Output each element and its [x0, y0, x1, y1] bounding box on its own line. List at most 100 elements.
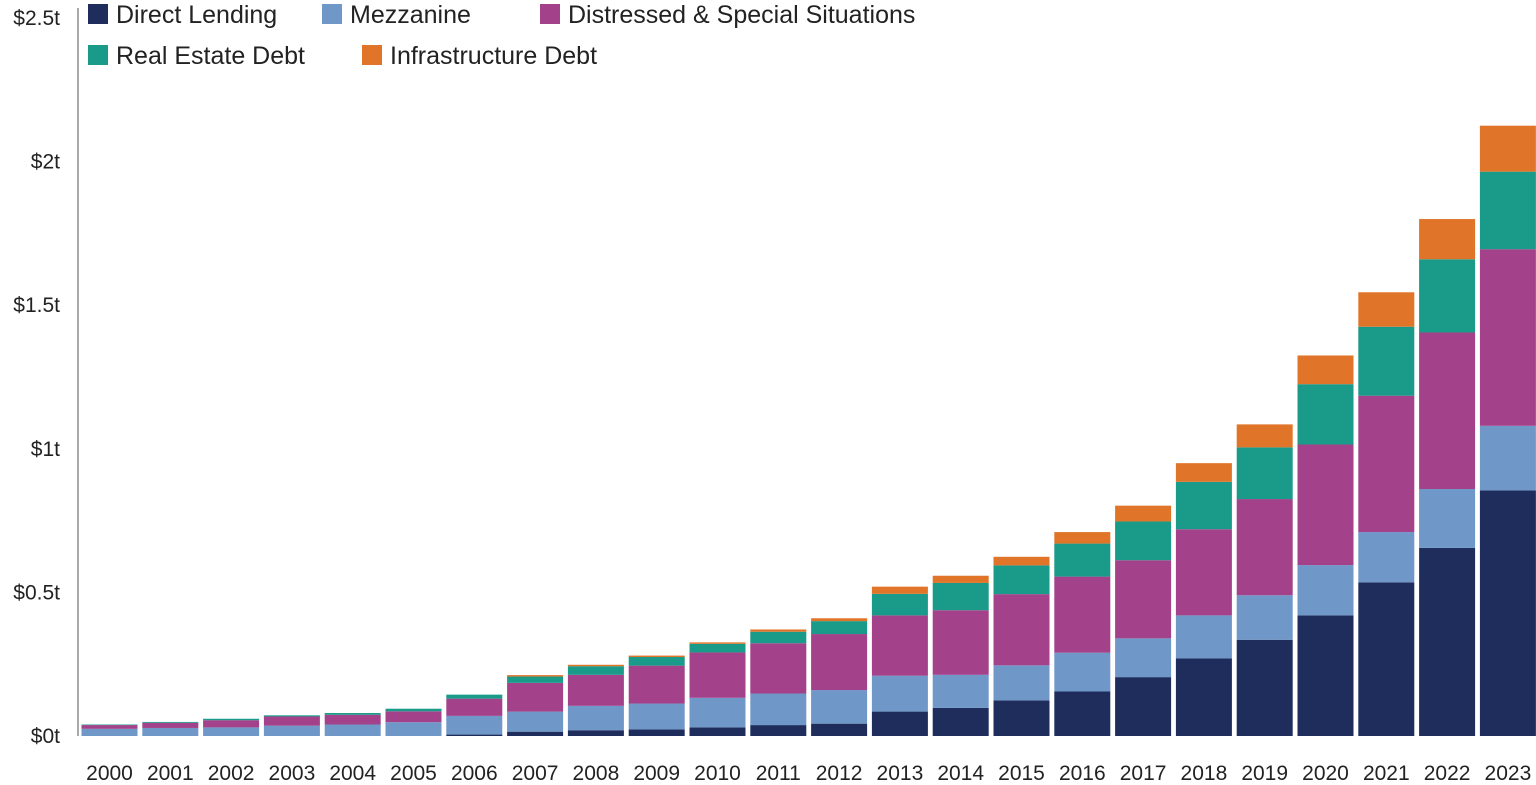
bar-segment-direct-lending-2017: [1115, 677, 1172, 736]
y-tick-label: $1t: [31, 438, 60, 461]
bar-segment-direct-lending-2020: [1297, 615, 1354, 736]
bar-segment-distressed-special-situations-2015: [993, 594, 1050, 666]
bar-segment-mezzanine-2021: [1358, 532, 1415, 583]
bar-segment-real-estate-debt-2007: [507, 676, 564, 683]
bar-segment-infrastructure-debt-2017: [1115, 505, 1172, 522]
bar-segment-real-estate-debt-2017: [1115, 521, 1172, 561]
bar-stack-2009: [628, 655, 685, 736]
bar-segment-direct-lending-2013: [871, 711, 928, 736]
bar-segment-real-estate-debt-2006: [446, 694, 503, 699]
x-tick-label: 2005: [390, 762, 437, 785]
legend-swatch: [362, 45, 382, 65]
bar-stack-2015: [993, 556, 1050, 736]
bar-stack-2008: [567, 664, 624, 736]
x-tick-label: 2012: [816, 762, 863, 785]
bar-segment-real-estate-debt-2001: [142, 721, 199, 723]
bar-segment-mezzanine-2003: [263, 725, 320, 736]
x-tick-label: 2008: [573, 762, 620, 785]
x-tick-label: 2023: [1485, 762, 1532, 785]
legend-swatch: [540, 4, 560, 24]
bars: [81, 125, 1536, 736]
bar-segment-direct-lending-2010: [689, 727, 746, 736]
bar-segment-infrastructure-debt-2023: [1479, 125, 1536, 172]
bar-segment-distressed-special-situations-2021: [1358, 395, 1415, 533]
bar-segment-distressed-special-situations-2011: [750, 643, 807, 694]
bar-segment-mezzanine-2020: [1297, 565, 1354, 616]
bar-segment-real-estate-debt-2022: [1419, 259, 1476, 333]
bar-segment-real-estate-debt-2009: [628, 657, 685, 666]
bar-segment-mezzanine-2012: [811, 690, 868, 724]
bar-segment-real-estate-debt-2016: [1054, 543, 1111, 577]
bar-segment-direct-lending-2023: [1479, 490, 1536, 736]
bar-stack-2018: [1175, 463, 1232, 736]
bar-segment-distressed-special-situations-2006: [446, 698, 503, 716]
bar-segment-direct-lending-2015: [993, 700, 1050, 736]
bar-segment-mezzanine-2007: [507, 711, 564, 732]
bar-segment-direct-lending-2008: [567, 730, 624, 736]
x-tick-label: 2018: [1181, 762, 1228, 785]
bar-segment-distressed-special-situations-2017: [1115, 560, 1172, 639]
x-axis: 2000 2001 2002 2003 2004 2005 2006 2007 2008 2009…: [86, 762, 1532, 785]
bar-segment-infrastructure-debt-2012: [811, 618, 868, 622]
x-tick-label: 2022: [1424, 762, 1471, 785]
legend-item-infrastructure-debt: Infrastructure Debt: [362, 42, 597, 70]
y-tick-label: $0t: [31, 725, 60, 748]
bar-segment-infrastructure-debt-2020: [1297, 355, 1354, 385]
x-tick-label: 2009: [633, 762, 680, 785]
x-tick-label: 2015: [998, 762, 1045, 785]
bar-segment-direct-lending-2019: [1236, 639, 1293, 736]
bar-segment-direct-lending-2006: [446, 734, 503, 736]
bar-segment-infrastructure-debt-2010: [689, 642, 746, 644]
bar-segment-real-estate-debt-2002: [203, 718, 260, 721]
x-tick-label: 2017: [1120, 762, 1167, 785]
bar-stack-2006: [446, 694, 503, 736]
legend-item-direct-lending: Direct Lending: [88, 1, 277, 29]
bar-segment-distressed-special-situations-2013: [871, 615, 928, 676]
bar-segment-mezzanine-2009: [628, 703, 685, 730]
bar-stack-2023: [1479, 125, 1536, 736]
bar-segment-real-estate-debt-2018: [1175, 481, 1232, 530]
bar-segment-mezzanine-2019: [1236, 595, 1293, 640]
x-tick-label: 2007: [512, 762, 559, 785]
bar-stack-2003: [263, 715, 320, 736]
bar-segment-infrastructure-debt-2018: [1175, 463, 1232, 482]
bar-segment-distressed-special-situations-2008: [567, 674, 624, 706]
bar-segment-real-estate-debt-2010: [689, 643, 746, 653]
bar-segment-distressed-special-situations-2012: [811, 634, 868, 691]
bar-segment-distressed-special-situations-2001: [142, 722, 199, 728]
y-tick-label: $0.5t: [13, 581, 60, 604]
x-tick-label: 2003: [269, 762, 316, 785]
bar-segment-real-estate-debt-2005: [385, 708, 442, 712]
x-tick-label: 2010: [694, 762, 741, 785]
legend-swatch: [322, 4, 342, 24]
bar-segment-mezzanine-2016: [1054, 652, 1111, 692]
x-tick-label: 2011: [756, 762, 801, 785]
bar-segment-infrastructure-debt-2011: [750, 629, 807, 632]
bar-segment-direct-lending-2016: [1054, 691, 1111, 736]
bar-stack-2011: [750, 629, 807, 736]
bar-segment-distressed-special-situations-2022: [1419, 332, 1476, 490]
legend-swatch: [88, 45, 108, 65]
bar-stack-2021: [1358, 292, 1415, 736]
bar-segment-distressed-special-situations-2003: [263, 716, 320, 726]
bar-segment-infrastructure-debt-2021: [1358, 292, 1415, 327]
legend-item-distressed-special-situations: Distressed & Special Situations: [540, 1, 915, 29]
x-tick-label: 2019: [1241, 762, 1288, 785]
bar-segment-direct-lending-2021: [1358, 582, 1415, 736]
bar-segment-real-estate-debt-2014: [932, 582, 989, 611]
legend: Direct Lending Mezzanine Distressed & Spec…: [88, 1, 915, 70]
legend-label: Direct Lending: [116, 1, 277, 29]
x-tick-label: 2006: [451, 762, 498, 785]
bar-segment-direct-lending-2014: [932, 707, 989, 736]
bar-segment-real-estate-debt-2023: [1479, 171, 1536, 250]
bar-segment-infrastructure-debt-2019: [1236, 424, 1293, 448]
bar-stack-2019: [1236, 424, 1293, 736]
bar-segment-real-estate-debt-2003: [263, 715, 320, 717]
x-tick-label: 2016: [1059, 762, 1106, 785]
bar-segment-distressed-special-situations-2014: [932, 610, 989, 675]
legend-label: Infrastructure Debt: [390, 42, 597, 70]
bar-segment-mezzanine-2001: [142, 727, 199, 736]
bar-stack-2013: [871, 586, 928, 736]
bar-stack-2012: [811, 618, 868, 736]
